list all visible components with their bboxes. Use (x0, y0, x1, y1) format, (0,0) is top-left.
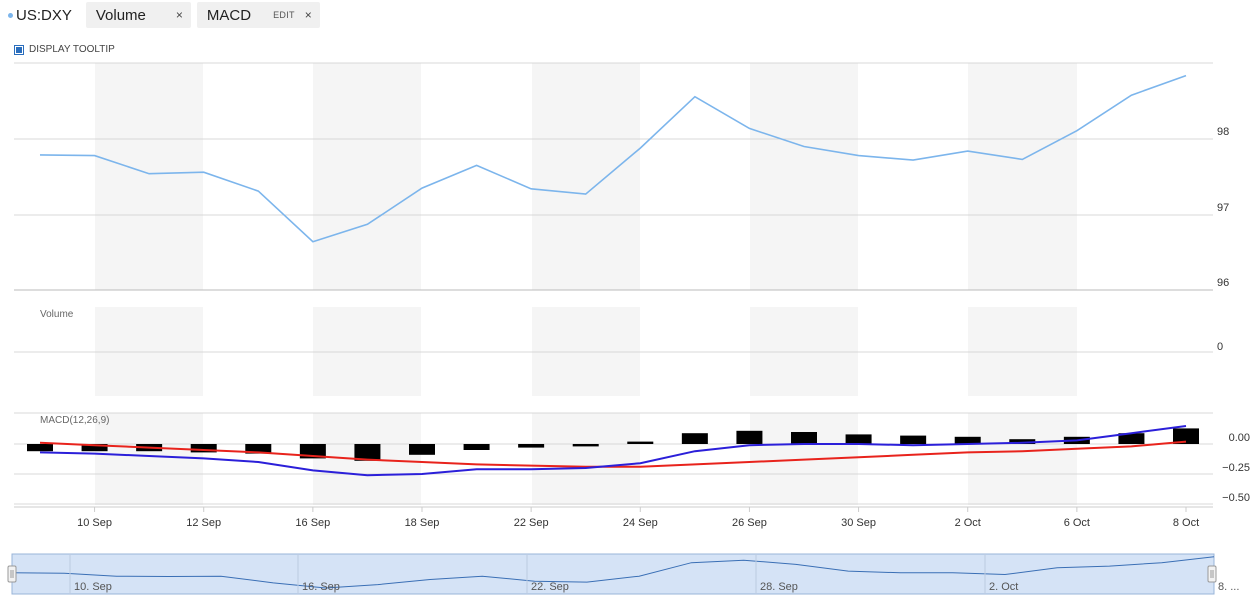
x-tick-label: 16 Sep (295, 517, 330, 529)
macd-y-tick: −0.50 (1222, 492, 1250, 504)
histogram-bar (354, 444, 381, 461)
navigator-label: 10. Sep (74, 581, 112, 593)
navigator: 10. Sep 16. Sep 22. Sep 28. Sep 2. Oct 8. ... (7, 553, 1239, 595)
close-volume-icon[interactable]: × (175, 8, 183, 22)
macd-pane: 0.00 −0.25 −0.50 (27, 425, 1250, 504)
tab-macd-label: MACD (206, 6, 252, 24)
histogram-bar (1118, 433, 1145, 444)
histogram-bar (954, 436, 981, 444)
volume-pane-title: Volume (40, 309, 74, 320)
navigator-handle-right[interactable] (1207, 565, 1217, 583)
price-y-tick: 98 (1217, 126, 1229, 138)
histogram-bar (518, 444, 545, 448)
x-tick-label: 8 Oct (1173, 517, 1199, 529)
macd-edit-button[interactable]: EDIT (273, 10, 295, 20)
histogram-bar (627, 441, 654, 444)
alternate-bands (95, 63, 1077, 505)
histogram-bar (1009, 439, 1036, 444)
histogram-bar (463, 444, 490, 450)
x-tick-label: 26 Sep (732, 517, 767, 529)
histogram-bar (791, 432, 817, 444)
signal-line (39, 440, 1187, 468)
navigator-handle-left[interactable] (7, 565, 17, 583)
series-dot-icon (8, 12, 13, 18)
indicator-tabs: US:DXY Volume × MACD EDIT × (8, 2, 326, 28)
macd-line (39, 425, 1187, 477)
ticker-text: US:DXY (16, 6, 72, 24)
histogram-bar (245, 444, 272, 454)
ticker-label[interactable]: US:DXY (8, 7, 72, 24)
navigator-label: 2. Oct (989, 581, 1018, 593)
band (968, 63, 1077, 290)
display-tooltip-label: DISPLAY TOOLTIP (29, 44, 115, 55)
navigator-line (11, 556, 1215, 589)
histogram-bar (845, 434, 872, 444)
histogram-bar (681, 433, 708, 444)
histogram-bar (27, 444, 53, 452)
price-y-tick: 97 (1217, 202, 1229, 214)
volume-y-tick: 0 (1217, 341, 1223, 353)
navigator-label: 16. Sep (302, 581, 340, 593)
histogram-bar (572, 444, 599, 447)
x-tick-label: 24 Sep (623, 517, 658, 529)
band (532, 413, 640, 505)
macd-y-tick: −0.25 (1222, 462, 1250, 474)
histogram-bar (81, 444, 108, 452)
x-tick-label: 12 Sep (186, 517, 221, 529)
display-tooltip-toggle[interactable]: DISPLAY TOOLTIP (14, 44, 115, 55)
band (313, 63, 421, 290)
histogram-bar (1173, 428, 1199, 444)
band (968, 413, 1077, 505)
price-y-tick: 96 (1217, 277, 1229, 289)
tab-volume-label: Volume (95, 6, 146, 24)
macd-pane-title: MACD(12,26,9) (40, 415, 109, 426)
navigator-label: 28. Sep (760, 581, 798, 593)
checkbox-icon[interactable] (14, 44, 24, 55)
x-tick-label: 30 Sep (841, 517, 876, 529)
x-tick-label: 6 Oct (1064, 517, 1090, 529)
tab-macd[interactable]: MACD EDIT × (196, 2, 320, 28)
histogram-bar (409, 444, 435, 455)
x-tick-label: 10 Sep (77, 517, 112, 529)
histogram-bar (736, 430, 763, 444)
price-line (39, 74, 1187, 243)
price-pane: 98 97 96 (39, 74, 1229, 289)
band (95, 413, 203, 505)
navigator-label: 8. ... (1218, 581, 1239, 593)
band (532, 63, 640, 290)
macd-y-tick: 0.00 (1229, 432, 1250, 444)
x-tick-label: 22 Sep (514, 517, 549, 529)
close-macd-icon[interactable]: × (304, 8, 312, 22)
navigator-label: 22. Sep (531, 581, 569, 593)
band (750, 63, 858, 290)
histogram-bar (900, 435, 927, 444)
tab-volume[interactable]: Volume × (85, 2, 191, 28)
x-tick-label: 18 Sep (405, 517, 440, 529)
x-axis: 10 Sep 12 Sep 16 Sep 18 Sep 22 Sep 24 Sep 26 S… (14, 506, 1213, 529)
x-tick-label: 2 Oct (955, 517, 981, 529)
histogram-bar (190, 444, 217, 453)
navigator-range (11, 553, 1215, 595)
band (95, 63, 203, 290)
